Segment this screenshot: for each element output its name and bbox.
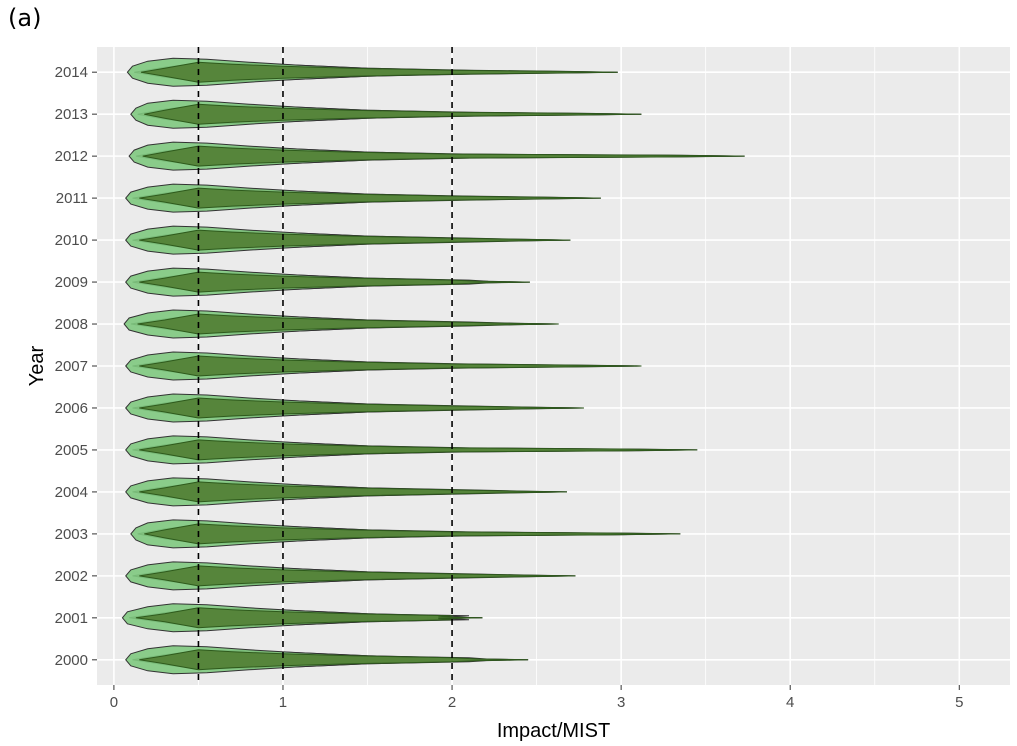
y-tick-label: 2008 [55, 316, 88, 333]
x-tick-label: 5 [955, 694, 963, 711]
violin-inner-2005 [139, 439, 698, 461]
violin-2001 [121, 603, 483, 633]
violin-2009 [125, 267, 530, 297]
violin-inner-2010 [139, 229, 571, 251]
y-tick-label: 2011 [56, 190, 88, 207]
y-tick-label: 2010 [55, 232, 88, 249]
x-axis-title: Impact/MIST [497, 720, 610, 742]
y-tick-label: 2004 [55, 484, 88, 501]
violin-2004 [125, 477, 568, 507]
violin-2014 [126, 57, 618, 87]
violin-inner-2004 [139, 481, 568, 503]
violin-inner-2011 [139, 187, 601, 209]
x-tick-label: 1 [279, 694, 287, 711]
panel-label: (a) [8, 4, 42, 32]
y-tick-label: 2006 [55, 400, 88, 417]
violin-2007 [125, 351, 642, 381]
y-tick-label: 2013 [55, 106, 88, 123]
y-tick-label: 2002 [55, 568, 88, 585]
violin-2005 [125, 435, 698, 465]
y-tick-label: 2000 [55, 652, 88, 669]
violin-2011 [125, 183, 601, 213]
y-axis-ticks: 2000 2001 2002 2003 2004 2005 2006 2007 2008 2009… [55, 64, 97, 669]
x-axis-ticks: 0 1 2 3 4 5 [110, 685, 963, 711]
violin-layer [121, 57, 745, 675]
y-tick-label: 2005 [55, 442, 88, 459]
violin-inner-2007 [139, 355, 642, 377]
violin-inner-2013 [144, 103, 642, 125]
x-tick-label: 4 [786, 694, 794, 711]
violin-2006 [125, 393, 584, 423]
y-tick-label: 2009 [55, 274, 88, 291]
violin-inner-2003 [144, 523, 681, 545]
y-tick-label: 2012 [55, 148, 88, 165]
violin-2000 [125, 645, 529, 675]
x-tick-label: 2 [448, 694, 456, 711]
x-tick-label: 3 [617, 694, 625, 711]
y-axis-title: Year [26, 345, 48, 386]
violin-2003 [130, 519, 681, 549]
violin-inner-2014 [140, 61, 618, 83]
y-tick-label: 2001 [55, 610, 88, 627]
reference-lines [197, 47, 453, 685]
x-tick-label: 0 [110, 694, 118, 711]
violin-2002 [125, 561, 576, 591]
violin-inner-2008 [137, 313, 559, 335]
y-tick-label: 2007 [55, 358, 88, 375]
violin-inner-2009 [139, 271, 530, 293]
violin-inner-2002 [139, 565, 576, 587]
violin-inner-2006 [139, 397, 584, 419]
y-tick-label: 2003 [55, 526, 88, 543]
violin-2013 [130, 99, 642, 129]
y-tick-label: 2014 [55, 64, 88, 81]
violin-2010 [125, 225, 571, 255]
violin-inner-2000 [139, 649, 529, 671]
violin-inner-2001 [135, 607, 483, 629]
violin-inner-2012 [142, 145, 745, 167]
violin-2008 [123, 309, 559, 339]
